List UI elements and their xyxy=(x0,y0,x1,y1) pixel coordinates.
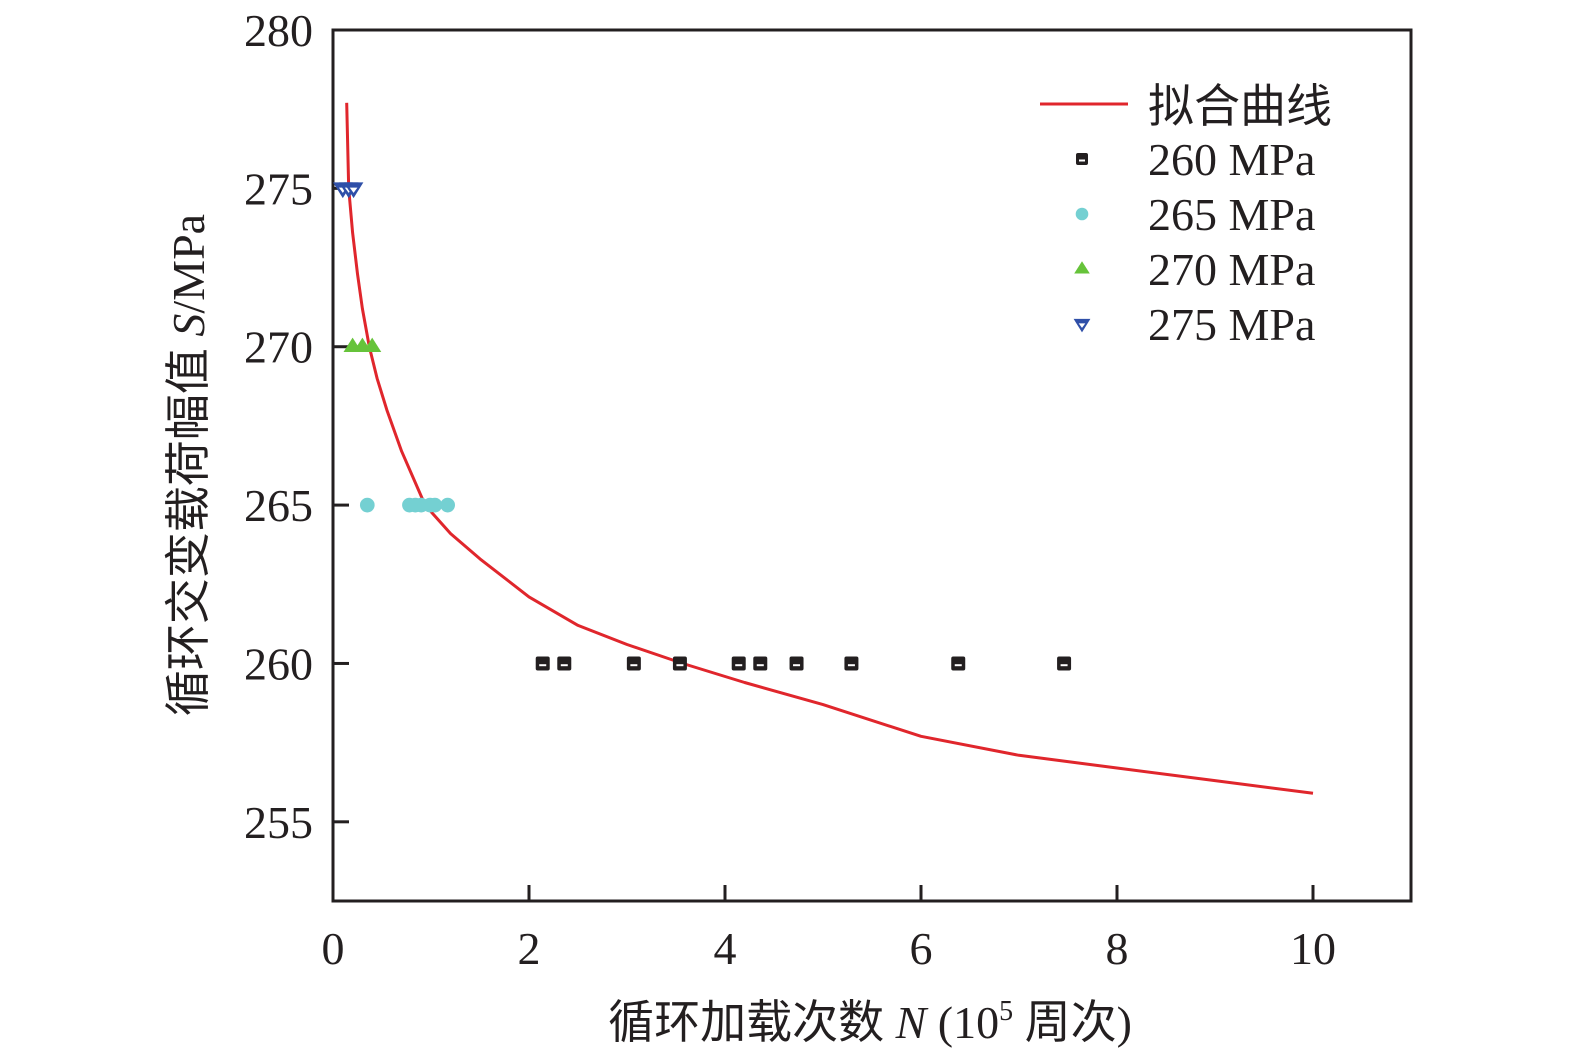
data-point-square xyxy=(753,656,768,671)
x-tick-label: 2 xyxy=(518,923,541,974)
y-axis-title-prefix: 循环交变载荷幅值 xyxy=(163,337,214,717)
circle-marker xyxy=(440,497,456,513)
data-point-circle xyxy=(427,497,443,513)
triangle-up-marker xyxy=(1074,261,1090,274)
legend-marker-square xyxy=(1076,153,1088,165)
plot-frame xyxy=(331,28,1413,903)
circle-marker xyxy=(1075,207,1089,221)
x-tick-label: 8 xyxy=(1106,923,1129,974)
data-point-square xyxy=(672,656,687,671)
data-point-circle xyxy=(359,497,375,513)
y-tick-label: 280 xyxy=(244,5,313,56)
data-point-square xyxy=(535,656,550,671)
data-point-circle xyxy=(440,497,456,513)
x-axis-title-unit-open: (10 xyxy=(926,997,999,1048)
y-tick-label: 275 xyxy=(244,163,313,214)
fit-curve-layer xyxy=(345,102,1314,795)
legend-label-fit-curve: 拟合曲线 xyxy=(1148,81,1332,132)
x-axis-title-unit-close: 周次) xyxy=(1013,997,1132,1048)
x-axis-title-prefix: 循环加载次数 xyxy=(608,997,896,1048)
y-axis-title-unit: /MPa xyxy=(163,214,214,314)
data-point-square xyxy=(789,656,804,671)
data-point-square xyxy=(1057,656,1072,671)
x-axis-title: 循环加载次数 N (105 周次) xyxy=(608,996,1132,1048)
data-points-layer xyxy=(333,182,1072,671)
x-axis-title-unit-sup: 5 xyxy=(999,996,1013,1027)
data-point-square xyxy=(951,656,966,671)
square-marker xyxy=(626,656,641,671)
x-axis-title-var: N xyxy=(895,997,929,1048)
square-marker xyxy=(731,656,746,671)
x-tick-label: 6 xyxy=(910,923,933,974)
square-marker xyxy=(789,656,804,671)
y-tick-label: 255 xyxy=(244,797,313,848)
legend-label-series: 270 MPa xyxy=(1148,244,1315,295)
legend-marker-triangle-down xyxy=(1073,318,1091,333)
triangle-down-marker-hole xyxy=(1078,323,1086,328)
axis-ticks: 0 2 4 6 8 10 255 260 265 270 275 280 xyxy=(244,5,1336,974)
x-tick-label: 10 xyxy=(1290,923,1336,974)
y-tick-label: 270 xyxy=(244,322,313,373)
legend-marker-triangle-up xyxy=(1074,261,1090,274)
x-tick-label: 4 xyxy=(714,923,737,974)
y-tick-label: 260 xyxy=(244,638,313,689)
y-axis-title-var: S xyxy=(163,314,214,337)
data-point-triangle-up xyxy=(363,337,382,352)
triangle-up-marker xyxy=(363,337,382,352)
data-point-triangle-down xyxy=(343,182,364,199)
square-marker xyxy=(535,656,550,671)
data-point-square xyxy=(731,656,746,671)
y-tick-label: 265 xyxy=(244,480,313,531)
x-tick-label: 0 xyxy=(322,923,345,974)
legend-label-series: 275 MPa xyxy=(1148,299,1315,350)
data-point-square xyxy=(557,656,572,671)
square-marker xyxy=(844,656,859,671)
data-point-square xyxy=(626,656,641,671)
triangle-down-marker-hole xyxy=(349,187,358,193)
fit-curve-line xyxy=(345,102,1314,795)
data-point-square xyxy=(844,656,859,671)
legend-label-series: 265 MPa xyxy=(1148,189,1315,240)
legend-marker-circle xyxy=(1075,207,1089,221)
square-marker xyxy=(753,656,768,671)
circle-marker xyxy=(359,497,375,513)
legend-label-series: 260 MPa xyxy=(1148,134,1315,185)
square-marker xyxy=(672,656,687,671)
square-marker xyxy=(951,656,966,671)
circle-marker xyxy=(427,497,443,513)
square-marker xyxy=(557,656,572,671)
square-marker xyxy=(1057,656,1072,671)
square-marker xyxy=(1076,153,1088,165)
y-axis-title: 循环交变载荷幅值 S/MPa xyxy=(163,214,214,716)
